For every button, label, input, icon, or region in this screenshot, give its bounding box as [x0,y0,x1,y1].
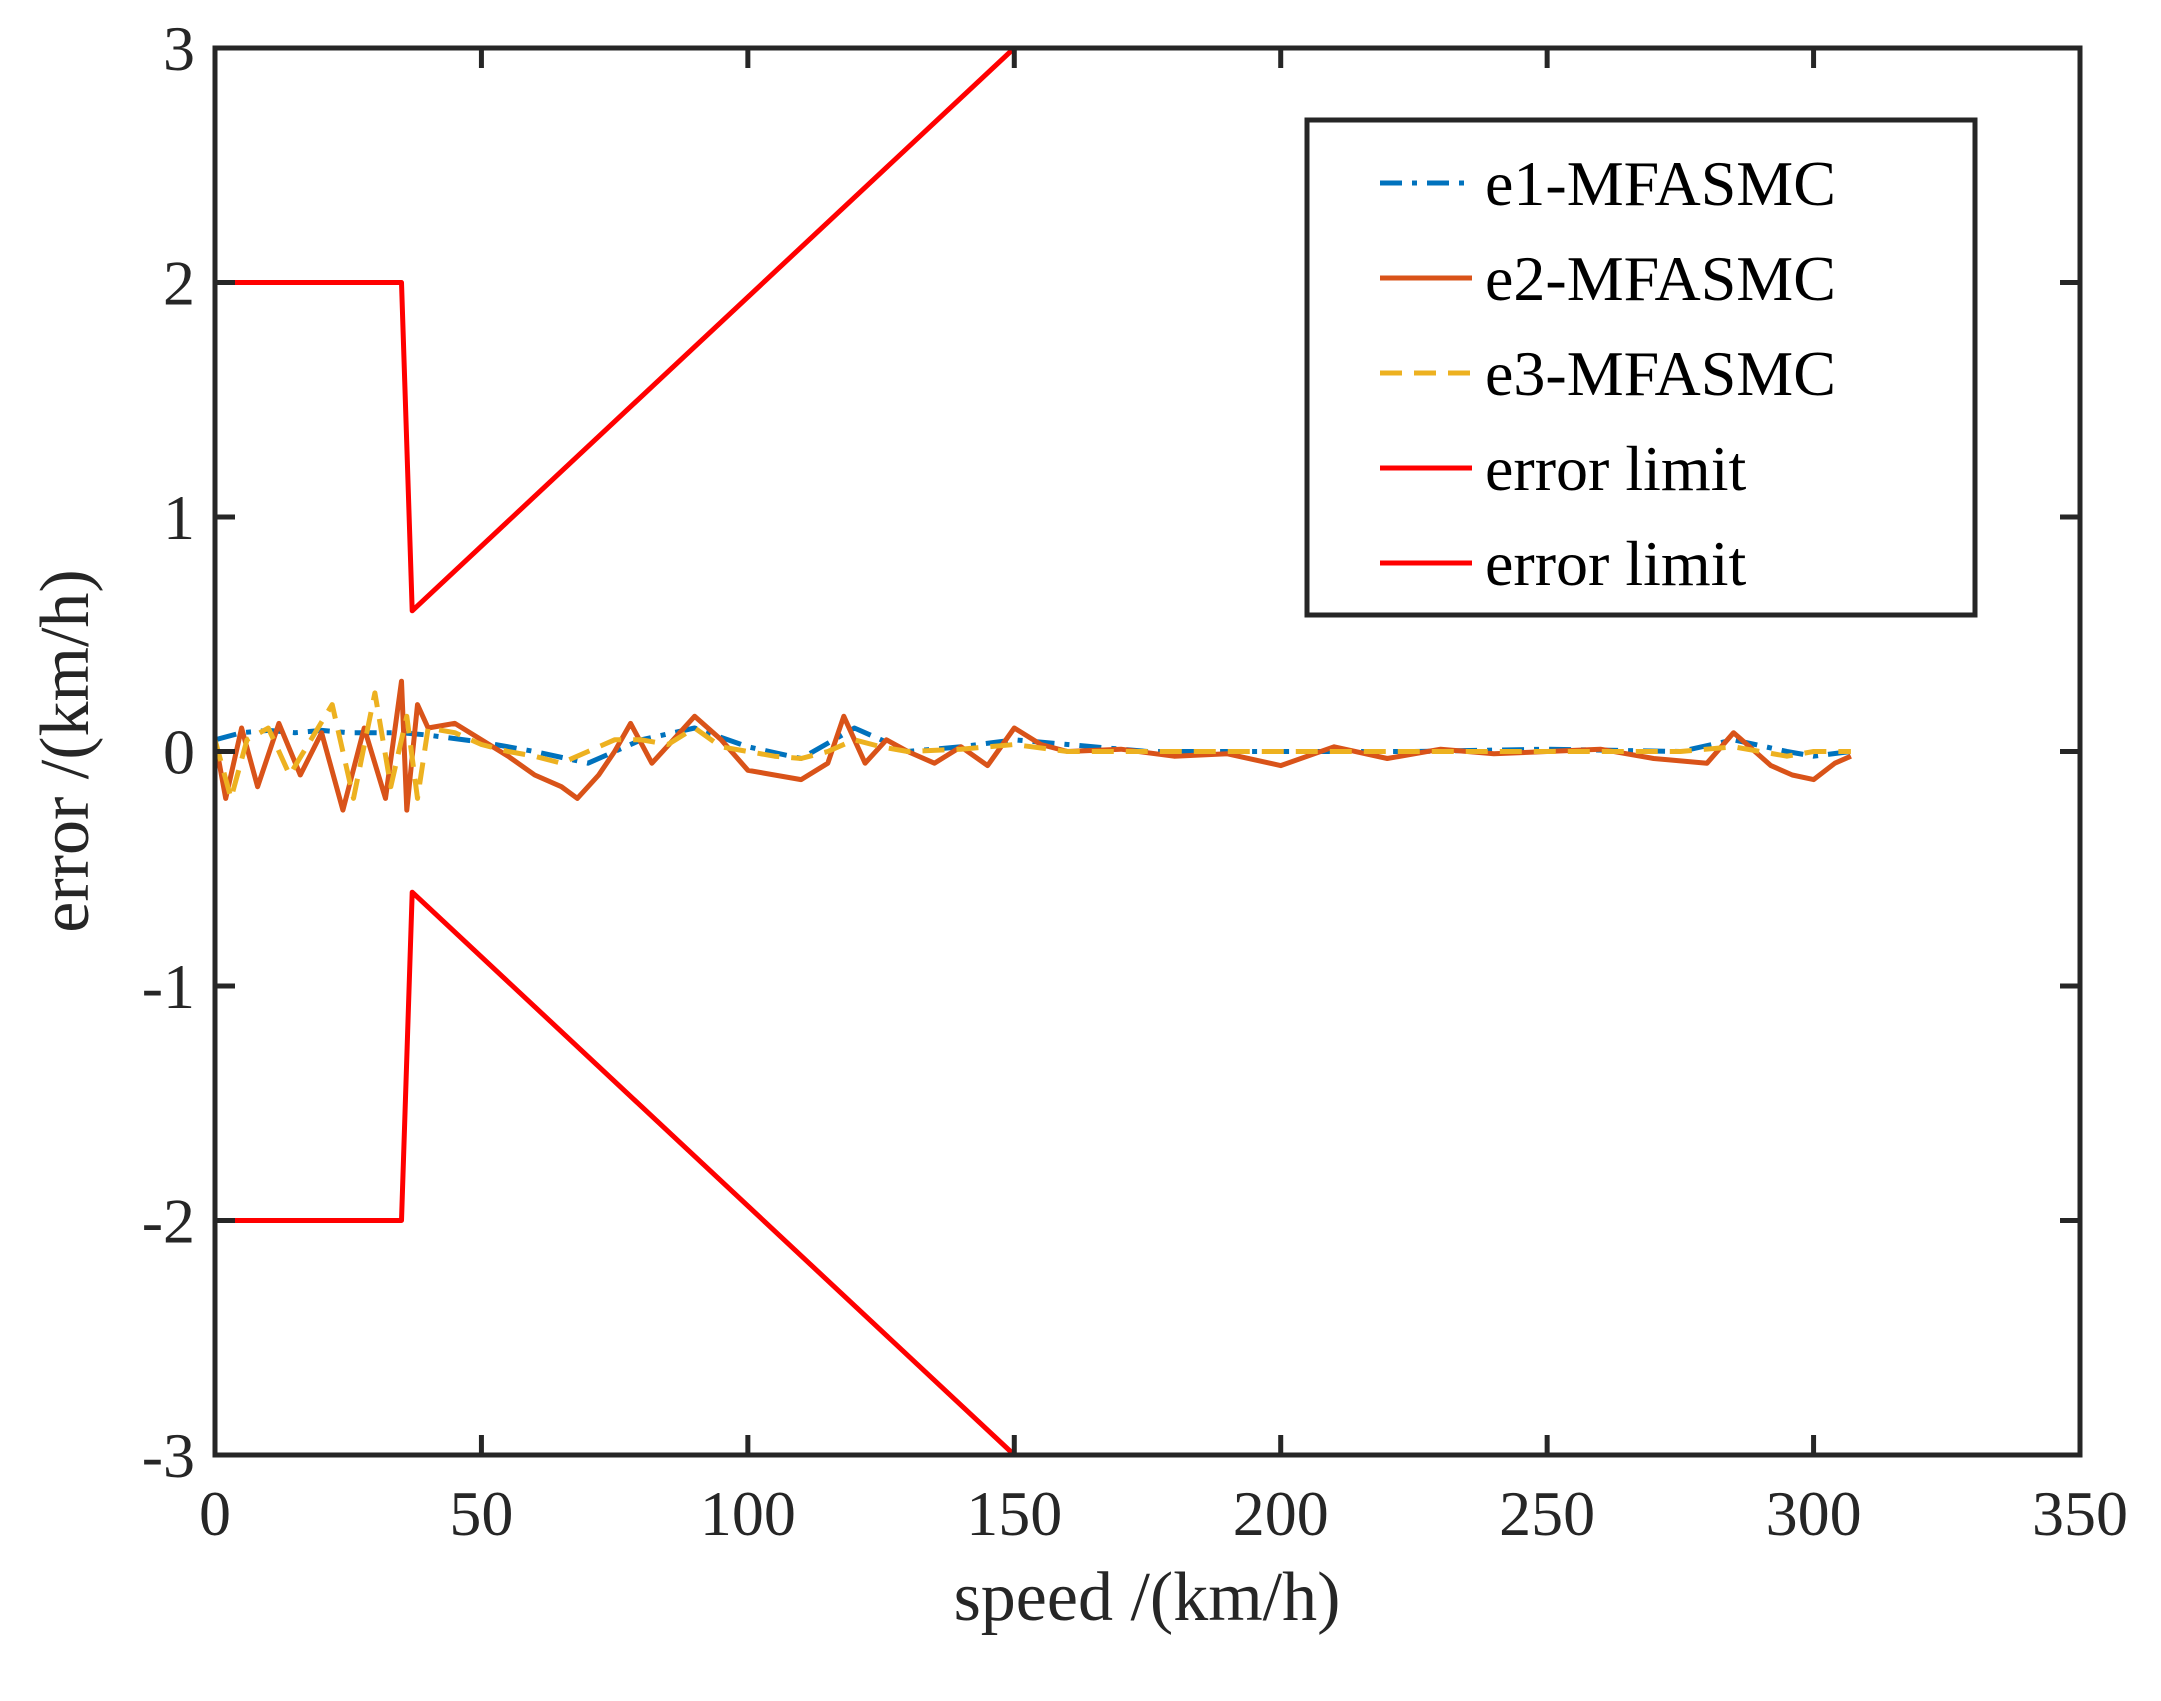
legend-label-5: error limit [1485,528,1746,599]
y-axis-label: error /(km/h) [27,569,104,932]
legend-label-1: e1-MFASMC [1485,148,1836,219]
legend: e1-MFASMC e2-MFASMC e3-MFASMC error limit er… [1304,117,1978,618]
x-tick-label: 0 [199,1478,231,1549]
legend-label-2: e2-MFASMC [1485,243,1836,314]
x-tick-label: 150 [966,1478,1062,1549]
series-line-4 [215,48,1017,614]
y-tick-label: -2 [142,1186,195,1257]
series-line-3 [215,690,1851,801]
x-tick-label: 300 [1766,1478,1862,1549]
x-tick-label: 250 [1499,1478,1595,1549]
y-tick-label: -3 [142,1420,195,1491]
x-tick-label: 350 [2032,1478,2128,1549]
legend-box [1304,117,1978,618]
y-tick-label: -1 [142,951,195,1022]
series-line-5 [215,889,1017,1455]
y-tick-label: 3 [163,13,195,84]
ticks-layer: 0 50 100 150 200 250 300 350 -3 -2 -1 0 1 2 3 [142,13,2128,1549]
y-tick-label: 1 [163,482,195,553]
x-tick-label: 100 [700,1478,796,1549]
y-tick-label: 0 [163,717,195,788]
x-axis-label: speed /(km/h) [954,1559,1341,1636]
x-tick-label: 200 [1233,1478,1329,1549]
y-tick-label: 2 [163,248,195,319]
legend-label-3: e3-MFASMC [1485,338,1836,409]
legend-label-4: error limit [1485,433,1746,504]
x-tick-label: 50 [449,1478,513,1549]
series-line-2 [215,678,1852,813]
series-layer [215,48,1852,1455]
